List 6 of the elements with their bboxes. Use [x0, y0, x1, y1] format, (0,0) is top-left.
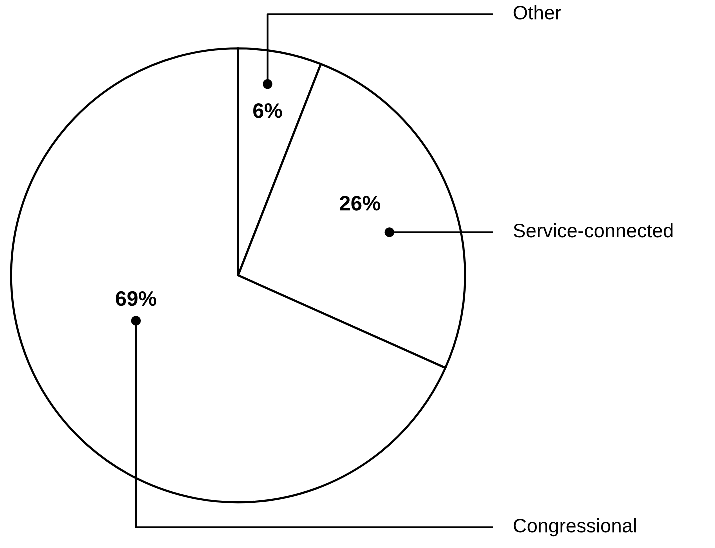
- data-label: 6%: [254, 103, 282, 118]
- slice-label: Service-connected: [514, 223, 673, 238]
- slice-label: Congressional: [514, 518, 636, 537]
- slice-label: Other: [514, 5, 562, 20]
- data-label: 69%: [116, 291, 156, 306]
- data-label: 26%: [340, 196, 380, 211]
